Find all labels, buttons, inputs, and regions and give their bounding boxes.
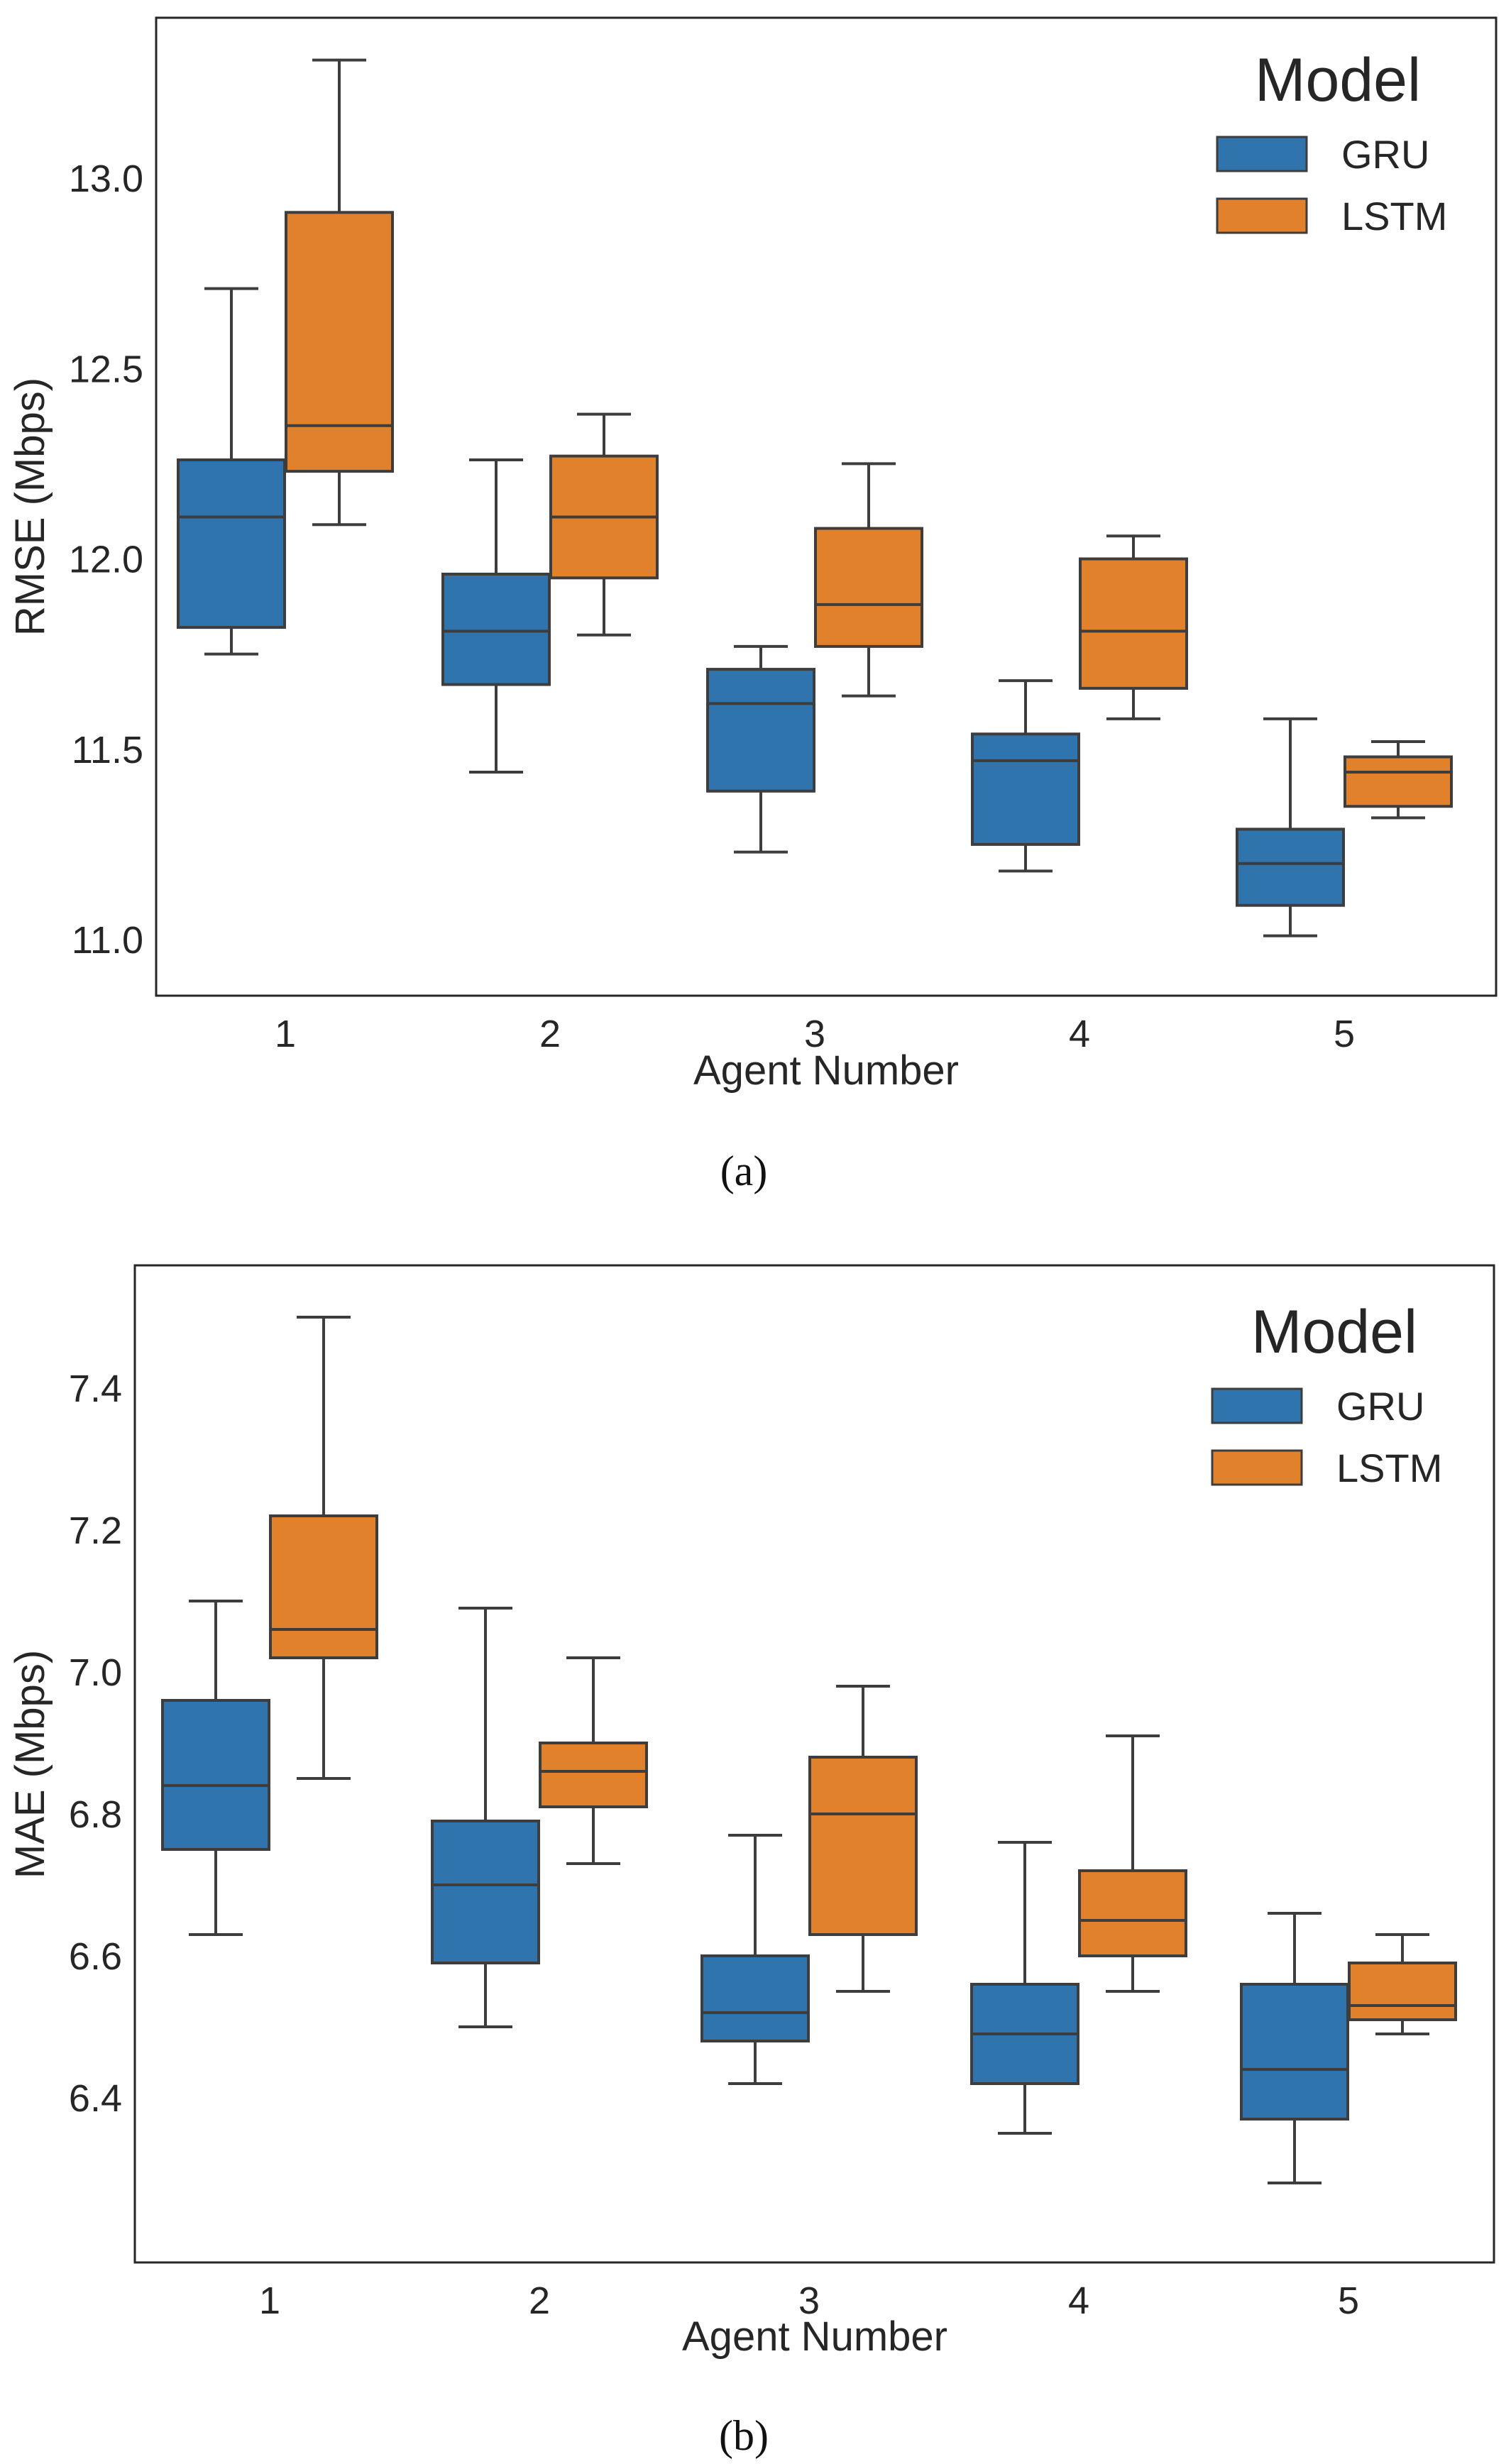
panel-b-y-ticks: 6.4 6.6 6.8 7.0 7.2 7.4 [69, 1368, 122, 2120]
panel-b-boxes [161, 1316, 1457, 2184]
panel-a-legend-label-gru: GRU [1341, 132, 1429, 177]
panel-b-legend-label-lstm: LSTM [1336, 1446, 1442, 1490]
panel-a-x-axis-label: Agent Number [693, 1047, 959, 1094]
y-tick-label: 12.5 [69, 348, 143, 390]
iqr-box [161, 1699, 270, 1851]
panel-b-x-ticks: 1 2 3 4 5 [259, 2279, 1359, 2322]
box-lstm-agent-5 [1348, 1933, 1457, 2035]
panel-a-caption: (a) [720, 1148, 768, 1194]
panel-a-legend: Model GRU LSTM [1216, 46, 1447, 238]
iqr-box [1079, 557, 1188, 690]
panel-a: 11.0 11.5 12.0 12.5 13.0 1 2 3 4 5 RMSE (Mbps) A… [7, 16, 1498, 1194]
panel-b-x-axis-label: Agent Number [682, 2314, 947, 2360]
y-tick-label: 7.0 [69, 1651, 122, 1694]
panel-a-legend-swatch-gru [1216, 136, 1308, 172]
iqr-box [971, 732, 1080, 846]
panel-a-x-ticks: 1 2 3 4 5 [275, 1013, 1355, 1055]
panel-a-legend-swatch-lstm [1216, 197, 1308, 234]
y-tick-label: 7.2 [69, 1509, 122, 1552]
iqr-box [808, 1756, 918, 1936]
panel-a-y-axis-label: RMSE (Mbps) [7, 378, 53, 636]
iqr-box [706, 668, 815, 793]
x-tick-label: 1 [259, 2279, 280, 2322]
iqr-box [441, 572, 551, 686]
box-lstm-agent-4 [1078, 1734, 1187, 1993]
panel-b: 6.4 6.6 6.8 7.0 7.2 7.4 1 2 3 4 5 MAE (Mbps) Agen… [7, 1264, 1495, 2459]
iqr-box [1240, 1983, 1349, 2121]
y-tick-label: 6.8 [69, 1793, 122, 1836]
iqr-box [700, 1954, 810, 2042]
iqr-box [431, 1820, 540, 1964]
panel-b-legend-title: Model [1251, 1298, 1417, 1366]
panel-b-legend-swatch-lstm [1211, 1449, 1303, 1486]
y-tick-label: 7.4 [69, 1368, 122, 1410]
box-lstm-agent-3 [808, 1685, 918, 1993]
panel-b-legend-swatch-gru [1211, 1387, 1303, 1424]
box-gru-agent-5 [1240, 1912, 1349, 2184]
x-tick-label: 1 [275, 1013, 296, 1055]
x-tick-label: 3 [804, 1013, 825, 1055]
iqr-box [814, 527, 923, 648]
x-tick-label: 4 [1068, 2279, 1089, 2322]
panel-b-legend: Model GRU LSTM [1211, 1298, 1442, 1490]
panel-b-y-axis-label: MAE (Mbps) [7, 1650, 53, 1879]
iqr-box [269, 1514, 378, 1659]
iqr-box [1078, 1869, 1187, 1957]
box-lstm-agent-3 [814, 462, 923, 698]
y-tick-label: 6.4 [69, 2077, 122, 2120]
panel-a-boxes [177, 58, 1453, 937]
box-lstm-agent-2 [539, 1656, 648, 1865]
x-tick-label: 2 [539, 1013, 561, 1055]
box-gru-agent-3 [700, 1834, 810, 2085]
box-lstm-agent-5 [1344, 740, 1453, 820]
iqr-box [285, 211, 394, 473]
box-lstm-agent-1 [269, 1316, 378, 1780]
box-lstm-agent-1 [285, 58, 394, 527]
box-gru-agent-1 [177, 287, 286, 656]
y-tick-label: 11.0 [72, 919, 143, 962]
panel-a-y-ticks: 11.0 11.5 12.0 12.5 13.0 [69, 158, 143, 962]
y-tick-label: 12.0 [69, 539, 143, 581]
x-tick-label: 3 [798, 2279, 820, 2322]
box-gru-agent-3 [706, 644, 815, 854]
x-tick-label: 4 [1069, 1013, 1090, 1055]
box-gru-agent-2 [441, 458, 551, 774]
iqr-box [1236, 827, 1345, 907]
y-tick-label: 6.6 [69, 1935, 122, 1978]
panel-a-legend-label-lstm: LSTM [1341, 194, 1447, 238]
x-tick-label: 5 [1338, 2279, 1359, 2322]
box-gru-agent-4 [971, 679, 1080, 873]
panel-b-caption: (b) [719, 2412, 769, 2459]
panel-a-legend-title: Model [1255, 46, 1421, 114]
panel-b-legend-label-gru: GRU [1336, 1384, 1424, 1429]
iqr-box [1348, 1962, 1457, 2021]
box-gru-agent-1 [161, 1600, 270, 1936]
box-lstm-agent-2 [549, 412, 659, 637]
box-gru-agent-5 [1236, 717, 1345, 937]
iqr-box [539, 1742, 648, 1808]
x-tick-label: 2 [529, 2279, 550, 2322]
box-gru-agent-4 [970, 1841, 1079, 2135]
iqr-box [177, 458, 286, 629]
box-lstm-agent-4 [1079, 534, 1188, 720]
box-gru-agent-2 [431, 1607, 540, 2028]
iqr-box [1344, 755, 1453, 808]
y-tick-label: 11.5 [72, 729, 143, 771]
x-tick-label: 5 [1334, 1013, 1355, 1055]
y-tick-label: 13.0 [69, 158, 143, 200]
